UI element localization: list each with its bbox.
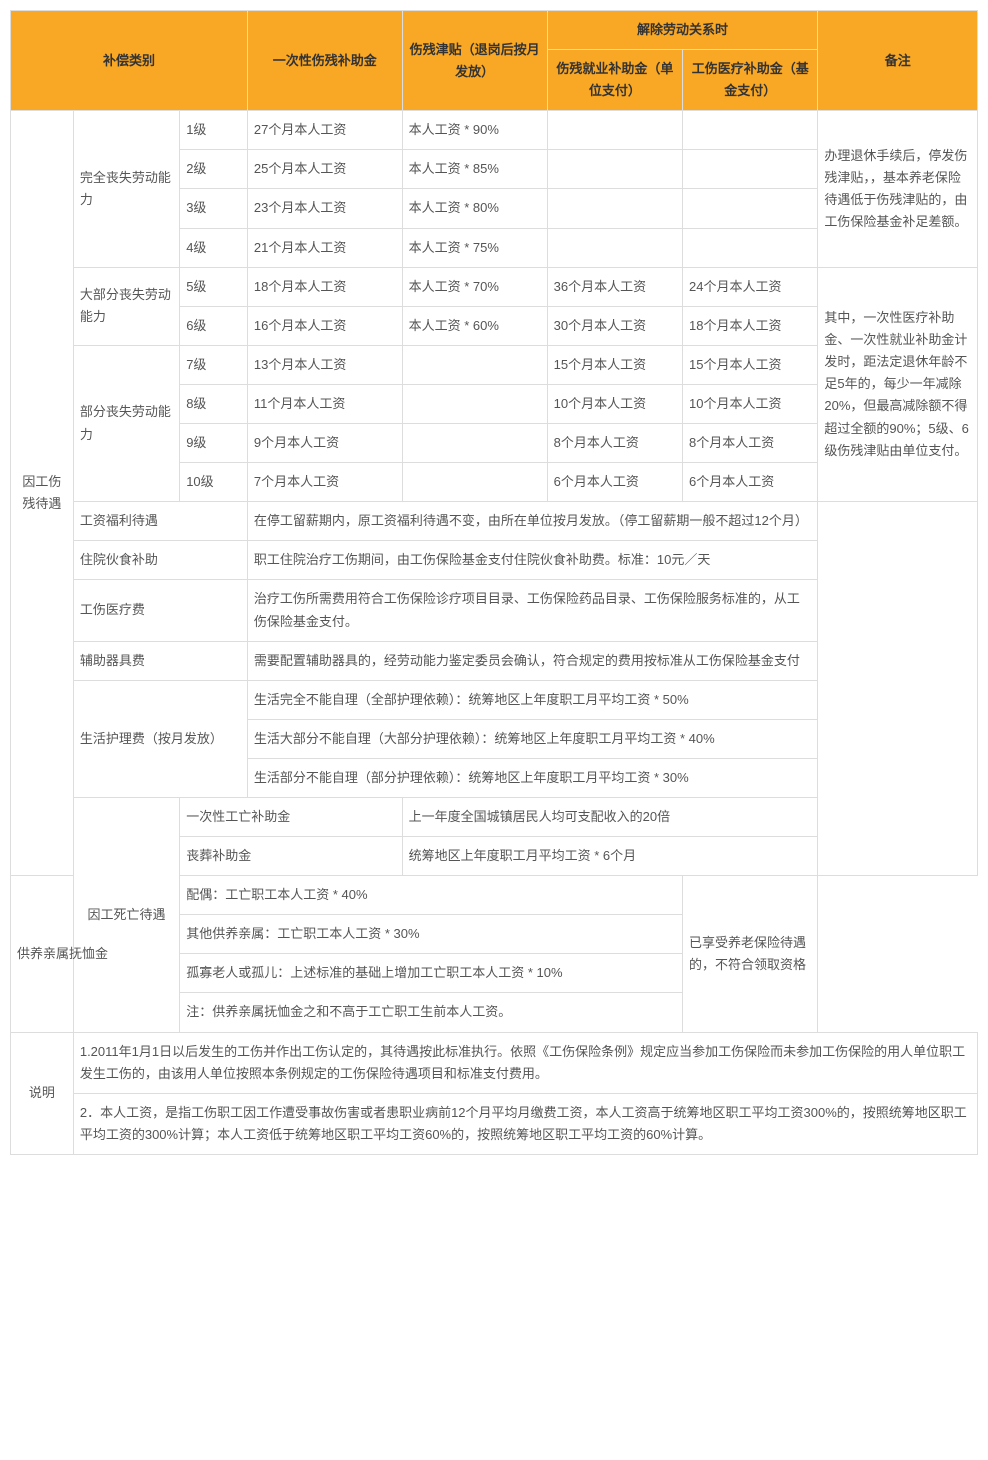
care-label: 生活护理费（按月发放） [73,680,247,797]
meal-label: 住院伙食补助 [73,541,247,580]
lump-cell: 11个月本人工资 [247,384,402,423]
lump-cell: 7个月本人工资 [247,463,402,502]
level-cell: 10级 [180,463,248,502]
group-full-loss: 完全丧失劳动能力 [73,111,179,267]
note-1: 1.2011年1月1日以后发生的工伤并作出工伤认定的，其待遇按此标准执行。依照《… [73,1032,977,1093]
aid-desc: 需要配置辅助器具的，经劳动能力鉴定委员会确认，符合规定的费用按标准从工伤保险基金… [247,641,818,680]
funeral-desc: 统筹地区上年度职工月平均工资 * 6个月 [402,837,977,876]
compensation-table: 补偿类别 一次性伤残补助金 伤残津贴（退岗后按月发放） 解除劳动关系时 备注 伤… [10,10,978,1155]
header-remark: 备注 [818,11,978,111]
salary-benefit-label: 工资福利待遇 [73,502,247,541]
level-cell: 7级 [180,345,248,384]
med-cell [683,228,818,267]
medfee-desc: 治疗工伤所需费用符合工伤保险诊疗项目目录、工伤保险药品目录、工伤保险服务标准的，… [247,580,818,641]
salary-benefit-desc: 在停工留薪期内，原工资福利待遇不变，由所在单位按月发放。（停工留薪期一般不超过1… [247,502,818,541]
allow-cell [402,345,547,384]
level-cell: 1级 [180,111,248,150]
level-cell: 2级 [180,150,248,189]
lump-cell: 23个月本人工资 [247,189,402,228]
level-cell: 3级 [180,189,248,228]
header-termination: 解除劳动关系时 [547,11,818,50]
dependent-label: 供养亲属抚恤金 [11,876,180,1032]
lump-cell: 13个月本人工资 [247,345,402,384]
allow-cell: 本人工资 * 75% [402,228,547,267]
dep-orphan: 孤寡老人或孤儿：上述标准的基础上增加工亡职工本人工资 * 10% [180,954,683,993]
emp-cell: 10个月本人工资 [547,384,682,423]
header-category: 补偿类别 [11,11,248,111]
allow-cell: 本人工资 * 80% [402,189,547,228]
med-cell [683,189,818,228]
death-lump-desc: 上一年度全国城镇居民人均可支配收入的20倍 [402,797,977,836]
header-medical-subsidy: 工伤医疗补助金（基金支付） [683,50,818,111]
header-employment-subsidy: 伤残就业补助金（单位支付） [547,50,682,111]
emp-cell [547,228,682,267]
med-cell: 24个月本人工资 [683,267,818,306]
care-most: 生活大部分不能自理（大部分护理依赖）：统筹地区上年度职工月平均工资 * 40% [247,719,818,758]
remark-g1: 办理退休手续后，停发伤残津贴，，基本养老保险待遇低于伤残津贴的，由工伤保险基金补… [818,111,978,267]
level-cell: 8级 [180,384,248,423]
allow-cell [402,424,547,463]
level-cell: 6级 [180,306,248,345]
lump-cell: 18个月本人工资 [247,267,402,306]
emp-cell: 15个月本人工资 [547,345,682,384]
header-lump-sum: 一次性伤残补助金 [247,11,402,111]
notes-label: 说明 [11,1032,74,1154]
med-cell [683,111,818,150]
emp-cell: 8个月本人工资 [547,424,682,463]
emp-cell [547,189,682,228]
emp-cell [547,150,682,189]
level-cell: 4级 [180,228,248,267]
allow-cell: 本人工资 * 90% [402,111,547,150]
remark-g23: 其中，一次性医疗补助金、一次性就业补助金计发时，距法定退休年龄不足5年的，每少一… [818,267,978,502]
allow-cell: 本人工资 * 85% [402,150,547,189]
category-injury-disability: 因工伤残待遇 [11,111,74,876]
dep-spouse: 配偶：工亡职工本人工资 * 40% [180,876,683,915]
group-partial-loss: 部分丧失劳动能力 [73,345,179,501]
med-cell: 15个月本人工资 [683,345,818,384]
group-most-loss: 大部分丧失劳动能力 [73,267,179,345]
note-2: 2．本人工资，是指工伤职工因工作遭受事故伤害或者患职业病前12个月平均月缴费工资… [73,1093,977,1154]
med-cell: 6个月本人工资 [683,463,818,502]
med-cell: 10个月本人工资 [683,384,818,423]
header-allowance: 伤残津贴（退岗后按月发放） [402,11,547,111]
funeral-label: 丧葬补助金 [180,837,402,876]
lump-cell: 16个月本人工资 [247,306,402,345]
med-cell [683,150,818,189]
death-lump-label: 一次性工亡补助金 [180,797,402,836]
emp-cell [547,111,682,150]
dep-other: 其他供养亲属：工亡职工本人工资 * 30% [180,915,683,954]
dep-remark: 已享受养老保险待遇的，不符合领取资格 [683,876,818,1032]
lump-cell: 21个月本人工资 [247,228,402,267]
care-full: 生活完全不能自理（全部护理依赖）：统筹地区上年度职工月平均工资 * 50% [247,680,818,719]
med-cell: 8个月本人工资 [683,424,818,463]
med-cell: 18个月本人工资 [683,306,818,345]
emp-cell: 6个月本人工资 [547,463,682,502]
medfee-label: 工伤医疗费 [73,580,247,641]
allow-cell [402,384,547,423]
level-cell: 9级 [180,424,248,463]
emp-cell: 30个月本人工资 [547,306,682,345]
care-part: 生活部分不能自理（部分护理依赖）：统筹地区上年度职工月平均工资 * 30% [247,758,818,797]
lump-cell: 25个月本人工资 [247,150,402,189]
emp-cell: 36个月本人工资 [547,267,682,306]
meal-desc: 职工住院治疗工伤期间，由工伤保险基金支付住院伙食补助费。标准：10元／天 [247,541,818,580]
dep-note: 注：供养亲属抚恤金之和不高于工亡职工生前本人工资。 [180,993,683,1032]
allow-cell: 本人工资 * 60% [402,306,547,345]
allow-cell [402,463,547,502]
lump-cell: 27个月本人工资 [247,111,402,150]
level-cell: 5级 [180,267,248,306]
aid-label: 辅助器具费 [73,641,247,680]
allow-cell: 本人工资 * 70% [402,267,547,306]
lump-cell: 9个月本人工资 [247,424,402,463]
